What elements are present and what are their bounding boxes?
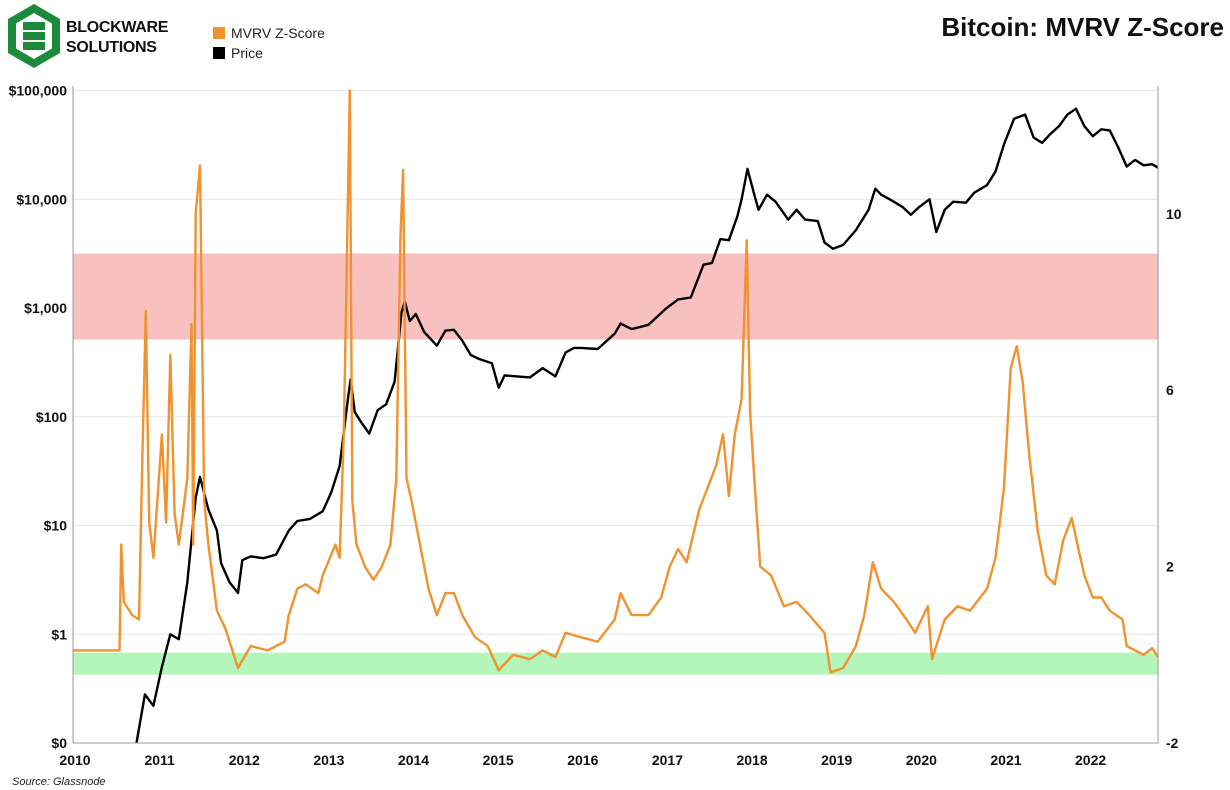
chart-title: Bitcoin: MVRV Z-Score: [941, 12, 1224, 42]
x-tick-label: 2015: [483, 752, 514, 768]
right-axis-ticks: -2 2 6 10: [1166, 206, 1182, 751]
x-tick-label: 2016: [567, 752, 598, 768]
right-tick-label: 2: [1166, 559, 1174, 575]
logo-group: BLOCKWARE SOLUTIONS: [8, 4, 169, 68]
x-tick-label: 2018: [736, 752, 767, 768]
plot-area: [72, 86, 1159, 744]
right-tick-label: 10: [1166, 206, 1182, 222]
right-tick-label: 6: [1166, 382, 1174, 398]
x-tick-label: 2019: [821, 752, 852, 768]
x-tick-label: 2014: [398, 752, 429, 768]
left-tick-label: $10: [44, 518, 68, 534]
left-tick-label: $10,000: [16, 191, 67, 207]
x-tick-label: 2012: [229, 752, 260, 768]
undervalued-band: [73, 652, 1158, 675]
left-tick-label: $0: [51, 735, 67, 751]
price-series-line: [135, 107, 1159, 744]
plot-background: [73, 86, 1158, 743]
x-axis-ticks: 2010 2011 2012 2013 2014 2015 2016 2017 2018 2019…: [59, 752, 1106, 768]
left-tick-label: $1,000: [24, 300, 67, 316]
x-tick-label: 2017: [652, 752, 683, 768]
legend-swatch-price: [213, 47, 225, 59]
legend-swatch-mvrv: [213, 27, 225, 39]
blockware-logo-icon: [8, 4, 60, 68]
x-tick-label: 2020: [906, 752, 937, 768]
x-tick-label: 2022: [1075, 752, 1106, 768]
legend-label-price: Price: [231, 45, 263, 61]
brand-name-line1: BLOCKWARE: [66, 19, 169, 36]
overvalued-band: [73, 253, 1158, 340]
x-tick-label: 2021: [990, 752, 1021, 768]
mvrv-series-line: [73, 89, 1159, 674]
left-tick-label: $100: [36, 409, 67, 425]
left-tick-label: $100,000: [9, 83, 68, 99]
x-tick-label: 2011: [144, 752, 175, 768]
left-axis-ticks: $0 $1 $10 $100 $1,000 $10,000 $100,000: [9, 83, 68, 751]
brand-name-line2: SOLUTIONS: [66, 39, 157, 56]
right-tick-label: -2: [1166, 735, 1179, 751]
legend: MVRV Z-Score Price: [213, 25, 325, 61]
x-tick-label: 2010: [59, 752, 90, 768]
x-tick-label: 2013: [313, 752, 344, 768]
legend-label-mvrv: MVRV Z-Score: [231, 25, 325, 41]
left-tick-label: $1: [51, 626, 67, 642]
source-note: Source: Glassnode: [12, 776, 106, 788]
